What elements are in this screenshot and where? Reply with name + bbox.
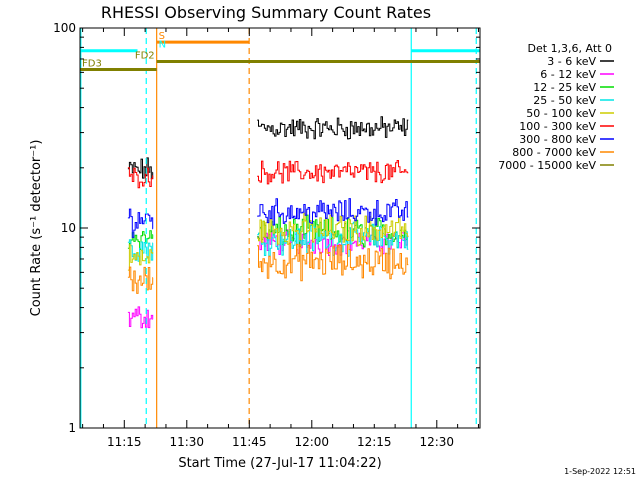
legend-label-100-300-kev: 100 - 300 keV — [519, 120, 596, 133]
series-3-6-kev-segment-1 — [257, 116, 409, 140]
status-label-fd3: FD3 — [82, 59, 102, 70]
x-tick-label: 12:30 — [419, 435, 454, 449]
series-800-7000-kev-segment-0 — [127, 266, 154, 294]
chart-title: RHESSI Observing Summary Count Rates — [101, 3, 431, 22]
x-tick-label: 11:30 — [169, 435, 204, 449]
y-tick-label: 100 — [53, 21, 76, 35]
legend-label-25-50-kev: 25 - 50 keV — [533, 94, 596, 107]
legend-label-3-6-kev: 3 - 6 keV — [547, 55, 596, 68]
data-layer — [127, 116, 409, 329]
legend-label-800-7000-kev: 800 - 7000 keV — [512, 146, 596, 159]
series-12-25-kev-segment-0 — [127, 230, 154, 250]
x-tick-label: 12:15 — [357, 435, 392, 449]
series-100-300-kev-segment-0 — [127, 167, 154, 189]
series-300-800-kev-segment-1 — [257, 198, 409, 226]
legend-label-300-800-kev: 300 - 800 keV — [519, 133, 596, 146]
legend-title: Det 1,3,6, Att 0 — [528, 42, 612, 55]
status-label-n: N — [159, 40, 166, 51]
y-tick-label: 1 — [68, 421, 76, 435]
x-tick-label: 11:45 — [232, 435, 267, 449]
series-6-12-kev-segment-0 — [127, 306, 154, 329]
legend-label-7000-15000-kev: 7000 - 15000 keV — [498, 159, 596, 172]
series-800-7000-kev-segment-1 — [257, 242, 409, 282]
overlay-layer: SN FD2 FD3 — [80, 28, 480, 428]
x-tick-label: 11:15 — [107, 435, 142, 449]
x-axis-label: Start Time (27-Jul-17 11:04:22) — [178, 456, 381, 471]
y-tick-label: 10 — [61, 221, 76, 235]
legend-label-50-100-kev: 50 - 100 keV — [526, 107, 596, 120]
status-label-s: S — [159, 31, 165, 42]
status-label-fd2: FD2 — [135, 50, 155, 61]
series-3-6-kev-segment-0 — [127, 157, 154, 180]
footer-date: 1-Sep-2022 12:51 — [564, 467, 636, 476]
series-25-50-kev-segment-0 — [127, 239, 154, 262]
x-tick-label: 12:00 — [294, 435, 329, 449]
series-300-800-kev-segment-0 — [127, 208, 154, 238]
legend-label-6-12-kev: 6 - 12 keV — [540, 68, 596, 81]
axes-layer: 1 10 100 11:15 11:30 11:45 12:00 12:15 12:30 — [53, 21, 480, 449]
series-12-25-kev-segment-1 — [257, 214, 409, 248]
series-100-300-kev-segment-1 — [257, 160, 409, 185]
y-axis-label: Count Rate (s⁻¹ detector⁻¹) — [29, 140, 44, 317]
series-50-100-kev-segment-1 — [257, 212, 409, 247]
series-50-100-kev-segment-0 — [127, 244, 154, 271]
legend-label-12-25-kev: 12 - 25 keV — [533, 81, 596, 94]
